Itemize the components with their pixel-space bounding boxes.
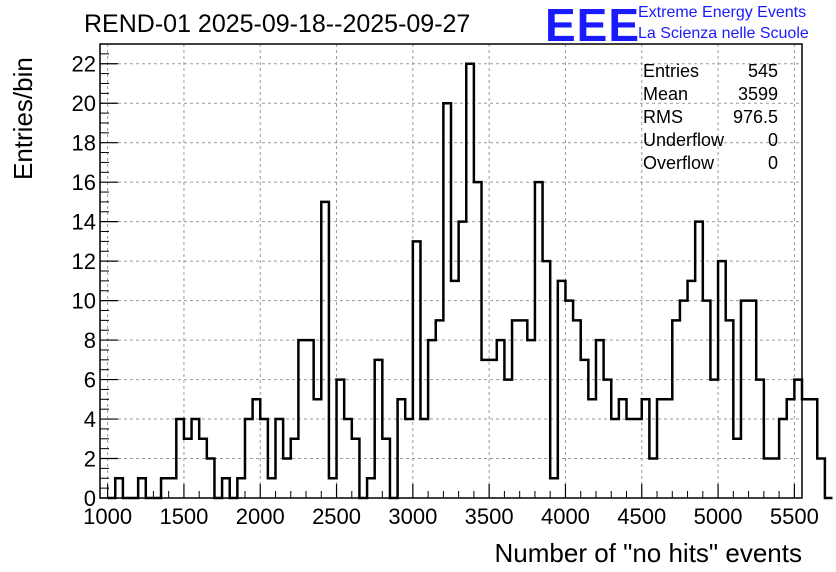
stats-value: 976.5: [733, 107, 778, 127]
stats-label: Underflow: [643, 130, 725, 150]
y-tick-label: 20: [72, 91, 96, 116]
x-axis-label: Number of "no hits" events: [495, 538, 803, 568]
x-tick-label: 3500: [465, 504, 514, 529]
y-tick-label: 10: [72, 289, 96, 314]
stats-value: 0: [768, 130, 778, 150]
logo-subtitle-line1: Extreme Energy Events: [638, 4, 807, 21]
stats-label: Overflow: [643, 153, 715, 173]
x-tick-label: 5500: [770, 504, 819, 529]
y-tick-label: 22: [72, 52, 96, 77]
x-tick-label: 5000: [694, 504, 743, 529]
y-axis-label: Entries/bin: [8, 57, 38, 180]
y-tick-label: 4: [84, 407, 96, 432]
x-tick-label: 3000: [388, 504, 437, 529]
plot-frame: [99, 43, 803, 499]
y-tick-label: 8: [84, 328, 96, 353]
x-tick-label: 4000: [541, 504, 590, 529]
histogram-line: [107, 62, 833, 500]
y-tick-label: 16: [72, 170, 96, 195]
y-tick-label: 0: [84, 486, 96, 511]
x-tick-label: 2500: [312, 504, 361, 529]
stats-label: Entries: [643, 61, 699, 81]
logo-subtitle-line2: La Scienza nelle Scuole: [638, 25, 809, 42]
x-tick-label: 1000: [83, 504, 132, 529]
stats-label: RMS: [643, 107, 683, 127]
axis-ticks: [100, 53, 795, 499]
x-tick-label: 2000: [236, 504, 285, 529]
chart-title: REND-01 2025-09-18--2025-09-27: [84, 10, 471, 38]
tick-labels: 1000 1500 2000 2500 3000 3500 4000 4500 5000 5500…: [72, 52, 819, 529]
y-tick-label: 18: [72, 131, 96, 156]
x-tick-label: 1500: [159, 504, 208, 529]
stats-value: 545: [748, 61, 778, 81]
y-tick-label: 14: [72, 210, 96, 235]
y-tick-label: 2: [84, 447, 96, 472]
x-tick-label: 4500: [617, 504, 666, 529]
stats-value: 0: [768, 153, 778, 173]
stats-value: 3599: [738, 84, 778, 104]
y-tick-label: 12: [72, 249, 96, 274]
y-tick-label: 6: [84, 368, 96, 393]
stats-box: Entries 545 Mean 3599 RMS 976.5 Underflow 0 Over…: [643, 61, 778, 173]
stats-label: Mean: [643, 84, 688, 104]
eee-logo: EEE: [545, 0, 641, 51]
